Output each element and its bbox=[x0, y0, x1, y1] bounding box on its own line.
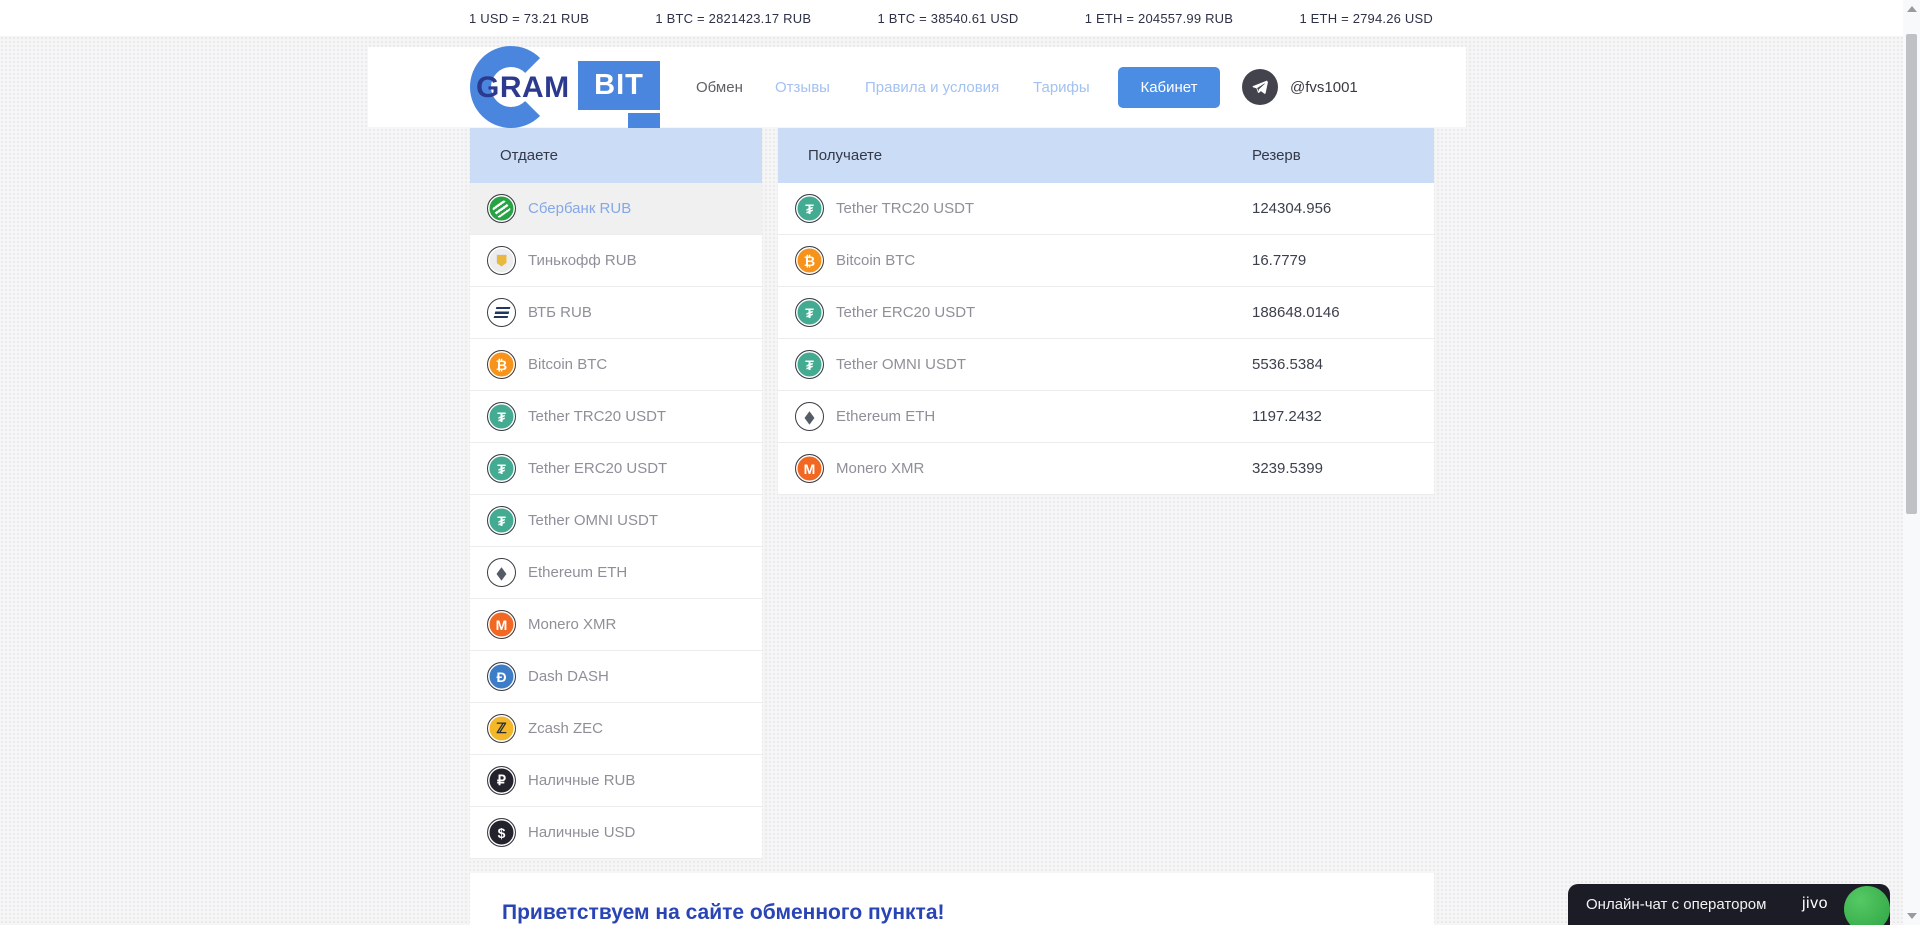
reserve-value: 16.7779 bbox=[1252, 252, 1307, 269]
get-row-label: Tether ERC20 USDT bbox=[836, 304, 976, 321]
welcome-title: Приветствуем на сайте обменного пункта! bbox=[502, 901, 945, 924]
reserve-value: 188648.0146 bbox=[1252, 304, 1340, 321]
page-scrollbar[interactable] bbox=[1903, 0, 1920, 925]
get-panel: Получаете Резерв ₮ Tether TRC20 USDT 124… bbox=[778, 128, 1434, 495]
give-row-label: Bitcoin BTC bbox=[528, 356, 608, 373]
get-row-label: Bitcoin BTC bbox=[836, 252, 916, 269]
monero-icon: M bbox=[487, 610, 516, 639]
give-row-label: Dash DASH bbox=[528, 668, 609, 685]
tether-icon: ₮ bbox=[795, 194, 824, 223]
telegram-contact[interactable]: @fvs1001 bbox=[1242, 69, 1358, 105]
give-row-zcash[interactable]: ℤ Zcash ZEC bbox=[470, 703, 762, 755]
chat-bubble-icon[interactable] bbox=[1844, 886, 1890, 925]
give-row-label: Сбербанк RUB bbox=[528, 200, 632, 217]
welcome-panel: Приветствуем на сайте обменного пункта! bbox=[470, 873, 1434, 925]
reserve-value: 1197.2432 bbox=[1252, 408, 1322, 425]
site-header: GRAM BIT Обмен Отзывы Правила и условия … bbox=[368, 46, 1466, 129]
ethereum-icon: ◆ bbox=[487, 558, 516, 587]
tether-icon: ₮ bbox=[795, 350, 824, 379]
nav-link-tariffs[interactable]: Тарифы bbox=[1033, 79, 1090, 96]
reserve-column-title: Резерв bbox=[1252, 147, 1301, 164]
rates-bar: 1 USD = 73.21 RUB 1 BTC = 2821423.17 RUB… bbox=[0, 0, 1920, 36]
give-row-cash-usd[interactable]: $ Наличные USD bbox=[470, 807, 762, 859]
give-panel-title: Отдаете bbox=[470, 128, 762, 183]
give-row-monero-xmr[interactable]: M Monero XMR bbox=[470, 599, 762, 651]
rates-container: 1 USD = 73.21 RUB 1 BTC = 2821423.17 RUB… bbox=[469, 0, 1433, 36]
give-row-vtb-rub[interactable]: ВТБ RUB bbox=[470, 287, 762, 339]
nav-link-exchange[interactable]: Обмен bbox=[696, 79, 743, 96]
tether-icon: ₮ bbox=[487, 454, 516, 483]
give-row-cash-rub[interactable]: ₽ Наличные RUB bbox=[470, 755, 762, 807]
scroll-down-arrow-icon[interactable] bbox=[1907, 913, 1917, 919]
cash-rub-icon: ₽ bbox=[487, 766, 516, 795]
dash-icon: Ð bbox=[487, 662, 516, 691]
give-row-label: Наличные USD bbox=[528, 824, 636, 841]
get-row-label: Tether TRC20 USDT bbox=[836, 200, 975, 217]
chat-label: Онлайн-чат с оператором bbox=[1586, 896, 1767, 913]
bitcoin-icon: ₿ bbox=[487, 350, 516, 379]
give-row-label: Наличные RUB bbox=[528, 772, 636, 789]
rate-usd-rub: 1 USD = 73.21 RUB bbox=[469, 10, 590, 26]
chat-widget[interactable]: Онлайн-чат с оператором jivo bbox=[1568, 884, 1890, 925]
give-row-tether-omni[interactable]: ₮ Tether OMNI USDT bbox=[470, 495, 762, 547]
telegram-handle: @fvs1001 bbox=[1290, 78, 1358, 96]
give-row-label: Tether ERC20 USDT bbox=[528, 460, 668, 477]
give-row-tinkoff-rub[interactable]: Тинькофф RUB bbox=[470, 235, 762, 287]
bitcoin-icon: ₿ bbox=[795, 246, 824, 275]
logo-text-bit: BIT bbox=[578, 61, 660, 110]
tether-icon: ₮ bbox=[795, 298, 824, 327]
rate-btc-rub: 1 BTC = 2821423.17 RUB bbox=[655, 10, 812, 26]
tether-icon: ₮ bbox=[487, 506, 516, 535]
cash-usd-icon: $ bbox=[487, 818, 516, 847]
give-row-label: Tether TRC20 USDT bbox=[528, 408, 667, 425]
jivo-logo: jivo bbox=[1801, 895, 1828, 912]
get-row-monero-xmr[interactable]: M Monero XMR 3239.5399 bbox=[778, 443, 1434, 495]
nav-link-terms[interactable]: Правила и условия bbox=[865, 79, 1000, 96]
rate-btc-usd: 1 BTC = 38540.61 USD bbox=[877, 10, 1019, 26]
rate-eth-usd: 1 ETH = 2794.26 USD bbox=[1299, 10, 1433, 26]
reserve-value: 5536.5384 bbox=[1252, 356, 1323, 373]
get-row-ethereum-eth[interactable]: ◆ Ethereum ETH 1197.2432 bbox=[778, 391, 1434, 443]
zcash-icon: ℤ bbox=[487, 714, 516, 743]
give-row-label: ВТБ RUB bbox=[528, 304, 592, 321]
reserve-value: 3239.5399 bbox=[1252, 460, 1323, 477]
give-row-ethereum-eth[interactable]: ◆ Ethereum ETH bbox=[470, 547, 762, 599]
give-row-dash[interactable]: Ð Dash DASH bbox=[470, 651, 762, 703]
get-panel-title: Получаете bbox=[778, 128, 1434, 183]
scrollbar-thumb[interactable] bbox=[1906, 34, 1917, 514]
get-row-label: Ethereum ETH bbox=[836, 408, 936, 425]
get-row-label: Tether OMNI USDT bbox=[836, 356, 967, 373]
give-row-tether-trc20[interactable]: ₮ Tether TRC20 USDT bbox=[470, 391, 762, 443]
get-row-label: Monero XMR bbox=[836, 460, 925, 477]
give-row-label: Tether OMNI USDT bbox=[528, 512, 659, 529]
get-row-bitcoin-btc[interactable]: ₿ Bitcoin BTC 16.7779 bbox=[778, 235, 1434, 287]
rate-eth-rub: 1 ETH = 204557.99 RUB bbox=[1084, 10, 1234, 26]
give-row-label: Zcash ZEC bbox=[528, 720, 604, 737]
get-row-tether-erc20[interactable]: ₮ Tether ERC20 USDT 188648.0146 bbox=[778, 287, 1434, 339]
grambit-logo[interactable]: GRAM BIT bbox=[470, 46, 670, 129]
give-row-tether-erc20[interactable]: ₮ Tether ERC20 USDT bbox=[470, 443, 762, 495]
reserve-value: 124304.956 bbox=[1252, 200, 1332, 217]
give-row-bitcoin-btc[interactable]: ₿ Bitcoin BTC bbox=[470, 339, 762, 391]
nav-link-reviews[interactable]: Отзывы bbox=[775, 79, 830, 96]
give-row-label: Monero XMR bbox=[528, 616, 617, 633]
get-row-tether-trc20[interactable]: ₮ Tether TRC20 USDT 124304.956 bbox=[778, 183, 1434, 235]
give-row-label: Ethereum ETH bbox=[528, 564, 628, 581]
give-row-sberbank-rub[interactable]: Сбербанк RUB bbox=[470, 183, 762, 235]
give-panel: Отдаете Сбербанк RUB Тинькофф RUB ВТБ RU… bbox=[470, 128, 762, 859]
tinkoff-icon bbox=[487, 246, 516, 275]
sberbank-icon bbox=[487, 194, 516, 223]
scroll-up-arrow-icon[interactable] bbox=[1907, 6, 1917, 12]
monero-icon: M bbox=[795, 454, 824, 483]
give-row-label: Тинькофф RUB bbox=[528, 252, 637, 269]
logo-square-accent bbox=[628, 113, 660, 129]
vtb-icon bbox=[487, 298, 516, 327]
telegram-plane-icon bbox=[1242, 69, 1278, 105]
tether-icon: ₮ bbox=[487, 402, 516, 431]
logo-text-gram: GRAM bbox=[476, 71, 570, 104]
cabinet-button[interactable]: Кабинет bbox=[1118, 67, 1220, 108]
ethereum-icon: ◆ bbox=[795, 402, 824, 431]
get-row-tether-omni[interactable]: ₮ Tether OMNI USDT 5536.5384 bbox=[778, 339, 1434, 391]
